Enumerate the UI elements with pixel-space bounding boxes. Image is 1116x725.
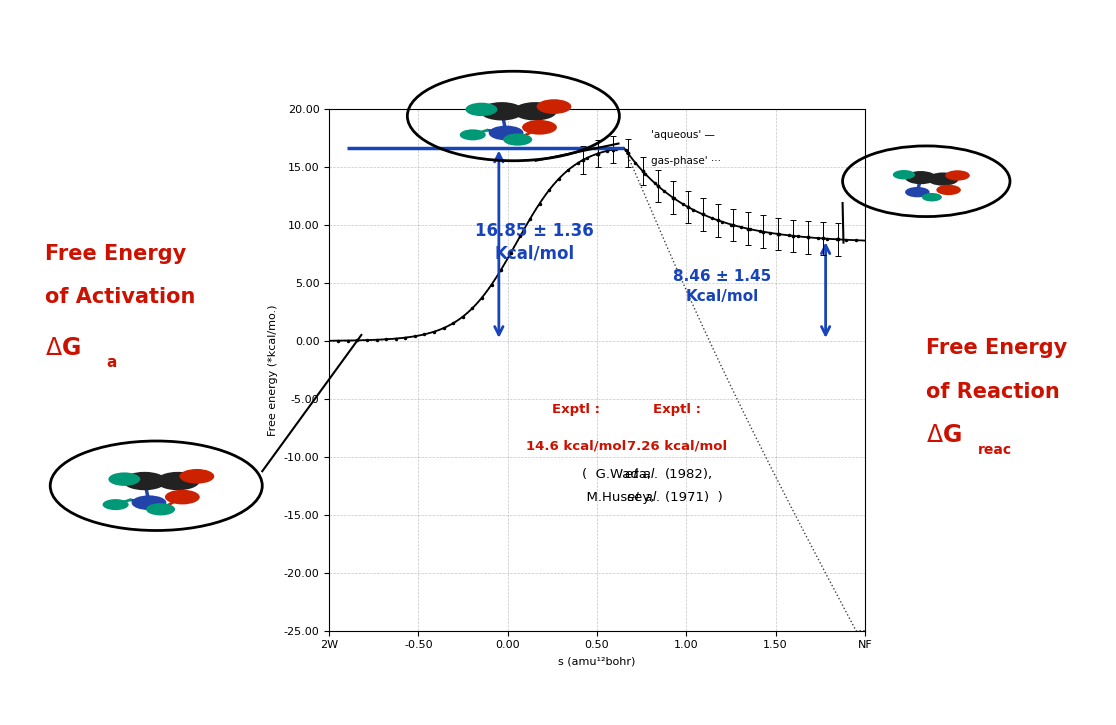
Text: Free Energy: Free Energy [45,244,186,264]
Text: Free Energy: Free Energy [926,338,1068,358]
Text: $\Delta$$\mathbf{G}$: $\Delta$$\mathbf{G}$ [926,423,962,447]
Text: gas-phase' ···: gas-phase' ··· [651,156,721,166]
Text: 16.85 ± 1.36: 16.85 ± 1.36 [475,222,594,239]
Text: Exptl :: Exptl : [551,403,599,416]
Y-axis label: Free energy (*kcal/mo.): Free energy (*kcal/mo.) [268,304,278,436]
Text: (1971)  ): (1971) ) [665,491,723,504]
Text: 7.26 kcal/mol: 7.26 kcal/mol [627,439,728,452]
Text: et al.: et al. [625,468,658,481]
X-axis label: s (amu¹²bohr): s (amu¹²bohr) [558,656,636,666]
Text: 14.6 kcal/mol: 14.6 kcal/mol [526,439,626,452]
Text: (1982),: (1982), [665,468,713,481]
Text: Kcal/mol: Kcal/mol [685,289,759,304]
Text: Kcal/mol: Kcal/mol [494,245,575,262]
Text: of Reaction: of Reaction [926,381,1060,402]
Text: (  G.Wada,: ( G.Wada, [581,468,655,481]
Text: et al.: et al. [627,491,661,504]
Text: $\Delta$$\mathbf{G}$: $\Delta$$\mathbf{G}$ [45,336,80,360]
Text: Exptl :: Exptl : [653,403,702,416]
Text: reac: reac [978,442,1012,457]
Text: of Activation: of Activation [45,287,195,307]
Text: 'aqueous' —: 'aqueous' — [651,130,714,140]
Text: a: a [106,355,116,370]
Text: 8.46 ± 1.45: 8.46 ± 1.45 [673,270,771,284]
Text: M.Hussey,: M.Hussey, [578,491,658,504]
